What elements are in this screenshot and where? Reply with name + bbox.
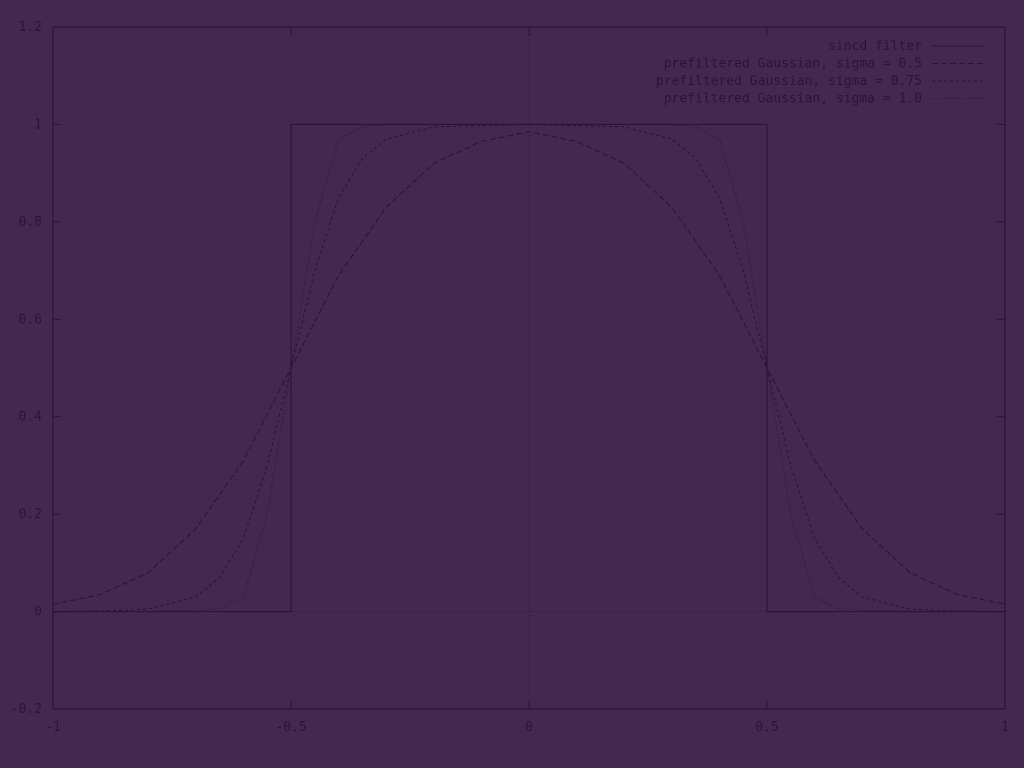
legend-label: prefiltered Gaussian, sigma = 0.75 [656, 74, 922, 89]
x-tick-label: 0 [525, 720, 533, 735]
legend-label: sincd filter [828, 39, 922, 54]
series-layer [52, 123, 1006, 613]
series-line-2 [52, 131, 1006, 605]
y-tick-label: 0 [34, 605, 42, 620]
y-tick-label: 1.2 [19, 20, 42, 35]
x-tick-label: 1 [1001, 720, 1009, 735]
y-tick-label: 0.6 [19, 312, 42, 327]
y-tick-label: 0.4 [19, 410, 43, 425]
ticks-layer: -1 -0.5 0 0.5 1 -0.2 0 0.2 0.4 0.6 0.8 1 1.2 [11, 20, 1009, 735]
x-tick-label: -1 [45, 720, 61, 735]
y-tick-label: 0.8 [19, 215, 42, 230]
legend: sincd filter prefiltered Gaussian, sigma … [656, 39, 984, 107]
legend-label: prefiltered Gaussian, sigma = 0.5 [664, 57, 922, 72]
legend-label: prefiltered Gaussian, sigma = 1.0 [664, 92, 922, 107]
x-tick-label: 0.5 [755, 720, 778, 735]
y-tick-label: 0.2 [19, 507, 42, 522]
y-tick-label: 1 [34, 117, 42, 132]
x-tick-label: -0.5 [275, 720, 306, 735]
series-line-4 [53, 123, 1005, 613]
y-tick-label: -0.2 [11, 702, 42, 717]
zero-axes [53, 27, 1005, 709]
